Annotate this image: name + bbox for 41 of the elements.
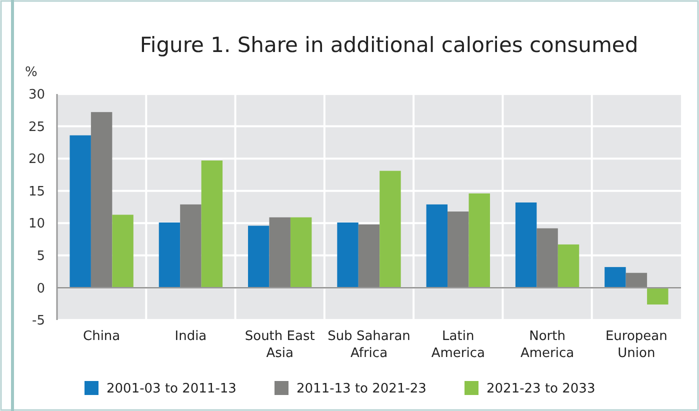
y-tick-label: 25	[28, 120, 45, 135]
bar	[647, 288, 668, 305]
y-tick-label: 0	[36, 281, 45, 296]
bar	[70, 135, 91, 288]
bar	[448, 212, 469, 288]
y-tick-label: 20	[28, 152, 45, 168]
y-tick-label: 5	[36, 248, 45, 264]
bar	[290, 217, 312, 288]
bar	[558, 244, 580, 288]
legend-label: 2001-03 to 2011-13	[106, 382, 236, 397]
x-tick-label: South East Asia	[244, 329, 315, 361]
x-tick-label: India	[174, 329, 207, 344]
bar	[90, 112, 112, 288]
bar	[201, 160, 223, 288]
x-tick-label: China	[83, 329, 120, 344]
bar	[269, 217, 290, 288]
bar	[536, 228, 558, 288]
bar	[337, 222, 358, 288]
bar	[426, 204, 448, 288]
bar	[358, 224, 380, 288]
bar	[468, 193, 490, 288]
bar	[604, 267, 626, 288]
bar	[380, 170, 401, 288]
bar	[158, 222, 180, 288]
legend-label: 2011-13 to 2021-23	[296, 382, 426, 397]
chart-title: Figure 1. Share in additional calories consumed	[140, 33, 638, 57]
x-tick-label: Latin America	[431, 329, 485, 361]
y-tick-label: 15	[28, 184, 45, 200]
bar	[248, 226, 270, 288]
y-tick-label: -5	[32, 314, 45, 329]
x-tick-label: European Union	[605, 329, 668, 361]
bar	[180, 204, 202, 288]
y-axis-title: %	[25, 65, 38, 80]
x-tick-label: Sub Saharan Africa	[328, 329, 410, 361]
bar	[112, 214, 134, 288]
bar	[626, 272, 648, 288]
x-tick-label: North America	[520, 329, 574, 361]
y-tick-label: 30	[28, 88, 45, 103]
bar	[515, 202, 537, 288]
legend-label: 2021-23 to 2033	[486, 382, 596, 397]
y-tick-label: 10	[28, 216, 45, 232]
